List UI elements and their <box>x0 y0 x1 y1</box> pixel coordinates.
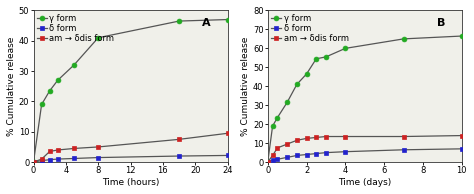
δ form <box>401 149 406 151</box>
am → δdis form <box>31 161 36 163</box>
am → δdis form <box>304 137 310 139</box>
am → δdis form <box>39 158 45 160</box>
δ form <box>31 161 36 163</box>
δ form <box>95 156 101 159</box>
am → δdis form <box>459 134 465 137</box>
am → δdis form <box>270 154 275 157</box>
γ form <box>95 37 101 39</box>
δ form <box>55 158 61 160</box>
δ form <box>459 148 465 150</box>
δ form <box>313 152 319 155</box>
γ form <box>459 35 465 37</box>
γ form <box>39 103 45 106</box>
Line: am → δdis form: am → δdis form <box>265 133 464 165</box>
Line: δ form: δ form <box>31 153 230 165</box>
δ form <box>274 158 280 160</box>
am → δdis form <box>313 136 319 139</box>
δ form <box>71 157 77 160</box>
γ form <box>294 83 300 86</box>
δ form <box>47 158 53 161</box>
δ form <box>284 156 290 158</box>
X-axis label: Time (days): Time (days) <box>338 178 392 187</box>
Line: δ form: δ form <box>265 146 464 165</box>
am → δdis form <box>274 147 280 149</box>
γ form <box>304 73 310 75</box>
δ form <box>323 152 329 154</box>
am → δdis form <box>323 135 329 138</box>
γ form <box>176 20 182 22</box>
γ form <box>47 90 53 92</box>
δ form <box>270 159 275 161</box>
am → δdis form <box>284 143 290 145</box>
am → δdis form <box>225 132 230 134</box>
δ form <box>39 159 45 162</box>
γ form <box>323 56 329 58</box>
δ form <box>225 154 230 157</box>
am → δdis form <box>401 135 406 138</box>
γ form <box>284 101 290 104</box>
δ form <box>343 151 348 153</box>
γ form <box>274 116 280 119</box>
Legend: γ form, δ form, am → δdis form: γ form, δ form, am → δdis form <box>270 13 349 44</box>
am → δdis form <box>55 149 61 151</box>
am → δdis form <box>47 150 53 153</box>
Line: γ form: γ form <box>265 34 464 165</box>
γ form <box>31 161 36 163</box>
Line: am → δdis form: am → δdis form <box>31 131 230 165</box>
γ form <box>401 38 406 40</box>
am → δdis form <box>71 147 77 150</box>
γ form <box>313 58 319 60</box>
δ form <box>304 153 310 156</box>
γ form <box>265 161 271 163</box>
δ form <box>265 161 271 163</box>
γ form <box>343 47 348 49</box>
am → δdis form <box>176 138 182 140</box>
Y-axis label: % Cumulative release: % Cumulative release <box>7 37 16 136</box>
X-axis label: Time (hours): Time (hours) <box>102 178 159 187</box>
am → δdis form <box>343 135 348 138</box>
am → δdis form <box>95 146 101 148</box>
am → δdis form <box>294 139 300 141</box>
Line: γ form: γ form <box>31 17 230 165</box>
γ form <box>55 79 61 81</box>
γ form <box>270 125 275 127</box>
δ form <box>176 155 182 157</box>
Text: A: A <box>202 18 211 28</box>
Text: B: B <box>437 18 445 28</box>
δ form <box>294 154 300 157</box>
Y-axis label: % Cumulative release: % Cumulative release <box>241 37 250 136</box>
γ form <box>225 18 230 21</box>
γ form <box>71 64 77 66</box>
Legend: γ form, δ form, am → δdis form: γ form, δ form, am → δdis form <box>36 13 115 44</box>
am → δdis form <box>265 161 271 163</box>
